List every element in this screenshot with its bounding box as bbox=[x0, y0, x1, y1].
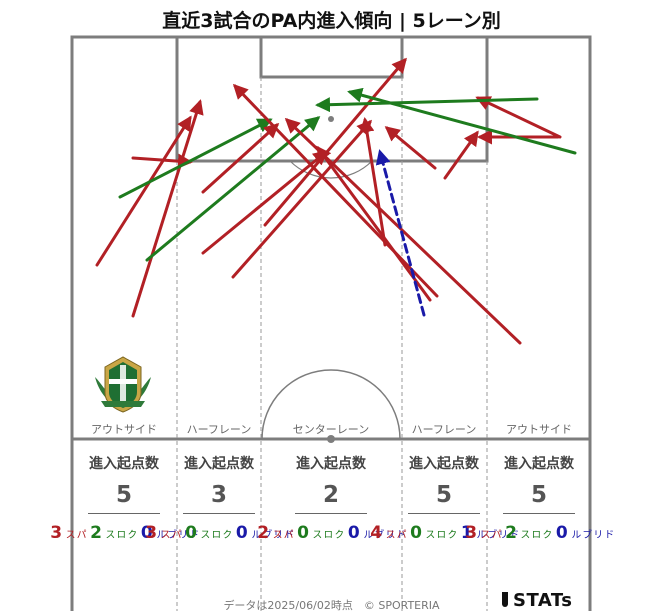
pass-entry-arrow bbox=[95, 115, 192, 267]
center-circle bbox=[261, 369, 401, 440]
lane-name-left-outside: アウトサイド bbox=[91, 423, 157, 436]
lane-name-right-halfspace: ハーフレーン bbox=[411, 423, 477, 436]
cross-label: クロス bbox=[422, 528, 456, 539]
cross-entry-arrow bbox=[118, 118, 273, 199]
lane-stats-right-outside: 進入起点数 5 3 パス 2 クロス 0 ドリブル bbox=[465, 453, 613, 543]
pass-label: パス bbox=[383, 528, 406, 539]
cross-entry-arrow bbox=[315, 97, 539, 113]
cross-label: クロス bbox=[102, 528, 136, 539]
club-crest-icon bbox=[95, 356, 151, 413]
pass-label: パス bbox=[158, 528, 181, 539]
lane-name-center: センターレーン bbox=[292, 423, 370, 436]
cross-count: 0 bbox=[410, 523, 422, 543]
pass-count: 4 bbox=[370, 523, 383, 543]
dribble-count: 0 bbox=[235, 523, 248, 543]
lane-name-left-halfspace: ハーフレーン bbox=[186, 423, 252, 436]
pass-count: 2 bbox=[257, 523, 270, 543]
entry-origin-total: 3 bbox=[210, 482, 227, 508]
cross-label: クロス bbox=[309, 528, 343, 539]
pass-label: パス bbox=[270, 528, 293, 539]
entry-origin-label: 進入起点数 bbox=[89, 456, 159, 472]
entry-origin-total: 2 bbox=[322, 482, 339, 508]
dribble-count: 0 bbox=[347, 523, 360, 543]
footer-note: データは2025/06/02時点 © SPORTERIA bbox=[223, 599, 440, 612]
pass-count: 3 bbox=[50, 523, 63, 543]
dribble-label: ドリブル bbox=[360, 528, 405, 539]
lane-stats-left-halfspace: 進入起点数 3 3 パス 0 クロス 0 ドリブル bbox=[145, 453, 293, 543]
pass-entry-arrow bbox=[359, 117, 387, 247]
cross-label: クロス bbox=[197, 528, 231, 539]
pass-entry-arrow bbox=[263, 57, 407, 227]
entry-origin-label: 進入起点数 bbox=[296, 456, 366, 472]
entry-origin-total: 5 bbox=[435, 482, 452, 508]
lane-stats-center: 進入起点数 2 2 パス 0 クロス 0 ドリブル bbox=[257, 453, 405, 543]
dribble-count: 1 bbox=[460, 523, 473, 543]
entry-origin-total: 5 bbox=[115, 482, 132, 508]
pass-entry-arrow bbox=[231, 119, 372, 279]
entry-origin-total: 5 bbox=[530, 482, 547, 508]
lane-stats-right-halfspace: 進入起点数 5 4 パス 0 クロス 1 ドリブル bbox=[370, 453, 518, 543]
cross-count: 2 bbox=[90, 523, 102, 543]
dribble-label: ドリブル bbox=[473, 528, 518, 539]
goal-area bbox=[259, 35, 404, 79]
penalty-arc bbox=[289, 160, 373, 179]
brand-logo: STATs bbox=[502, 590, 572, 611]
pass-label: パス bbox=[63, 528, 86, 539]
dribble-label: ドリブル bbox=[568, 528, 613, 539]
pass-entry-arrow bbox=[443, 130, 479, 180]
dribble-label: ドリブル bbox=[153, 528, 198, 539]
cross-label: クロス bbox=[517, 528, 551, 539]
pass-label: パス bbox=[478, 528, 501, 539]
entry-origin-label: 進入起点数 bbox=[504, 456, 574, 472]
entry-origin-label: 進入起点数 bbox=[409, 456, 479, 472]
center-spot bbox=[327, 435, 335, 443]
pass-entry-arrow bbox=[384, 126, 437, 170]
cross-entry-arrow bbox=[347, 87, 577, 155]
lane-name-right-outside: アウトサイド bbox=[506, 423, 572, 436]
pass-entry-arrow bbox=[475, 96, 562, 139]
brand-mark-icon bbox=[502, 592, 508, 607]
pass-entry-arrow bbox=[131, 153, 193, 169]
cross-count: 2 bbox=[505, 523, 517, 543]
pass-entry-arrow bbox=[316, 145, 432, 302]
dribble-entry-arrow bbox=[375, 149, 426, 317]
dribble-label: ドリブル bbox=[248, 528, 293, 539]
brand-name: STATs bbox=[513, 590, 573, 611]
lane-stats-left-outside: 進入起点数 5 3 パス 2 クロス 0 ドリブル bbox=[50, 453, 198, 543]
pass-entry-arrow bbox=[201, 122, 280, 194]
entry-origin-label: 進入起点数 bbox=[184, 456, 254, 472]
pass-count: 3 bbox=[465, 523, 478, 543]
pass-count: 3 bbox=[145, 523, 158, 543]
pass-entry-arrow bbox=[131, 99, 204, 318]
penalty-spot bbox=[328, 116, 334, 122]
cross-count: 0 bbox=[185, 523, 197, 543]
dribble-count: 0 bbox=[555, 523, 568, 543]
cross-count: 0 bbox=[297, 523, 309, 543]
dribble-count: 0 bbox=[140, 523, 153, 543]
chart-title: 直近3試合のPA内進入傾向 | 5レーン別 bbox=[162, 10, 501, 32]
pass-entry-arrow bbox=[201, 150, 329, 255]
pass-entry-arrow bbox=[232, 83, 439, 298]
